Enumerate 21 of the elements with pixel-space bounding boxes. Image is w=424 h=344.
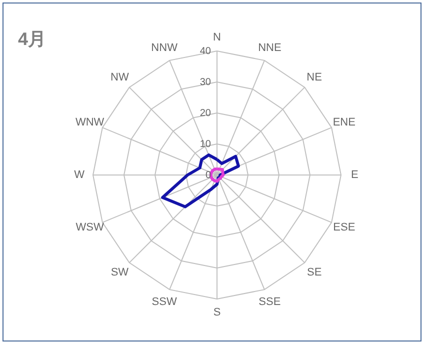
spoke-label: NW xyxy=(110,72,130,84)
spoke-label: SSE xyxy=(258,296,281,308)
y-tick-label: 40 xyxy=(200,46,212,57)
spoke-label: WSW xyxy=(76,222,104,234)
y-tick-label: 30 xyxy=(200,77,212,88)
spoke-label: ESE xyxy=(333,222,356,234)
spoke-label: S xyxy=(213,306,221,319)
spoke-label: SE xyxy=(306,266,322,278)
spoke-label: NE xyxy=(306,72,322,84)
spoke-label: N xyxy=(213,31,222,44)
spoke-label: SSW xyxy=(152,296,178,308)
chart-title: 4月 xyxy=(18,29,46,49)
y-tick-label: 10 xyxy=(200,139,212,150)
spoke-label: W xyxy=(74,169,86,181)
spoke-label: SW xyxy=(110,266,130,278)
spoke-label: ENE xyxy=(332,116,356,128)
y-tick-label: 20 xyxy=(200,108,212,119)
spoke-label: NNW xyxy=(151,42,178,54)
spoke-label: WNW xyxy=(75,116,105,128)
spoke-label: NNE xyxy=(258,42,282,54)
spoke-label: E xyxy=(350,169,358,181)
